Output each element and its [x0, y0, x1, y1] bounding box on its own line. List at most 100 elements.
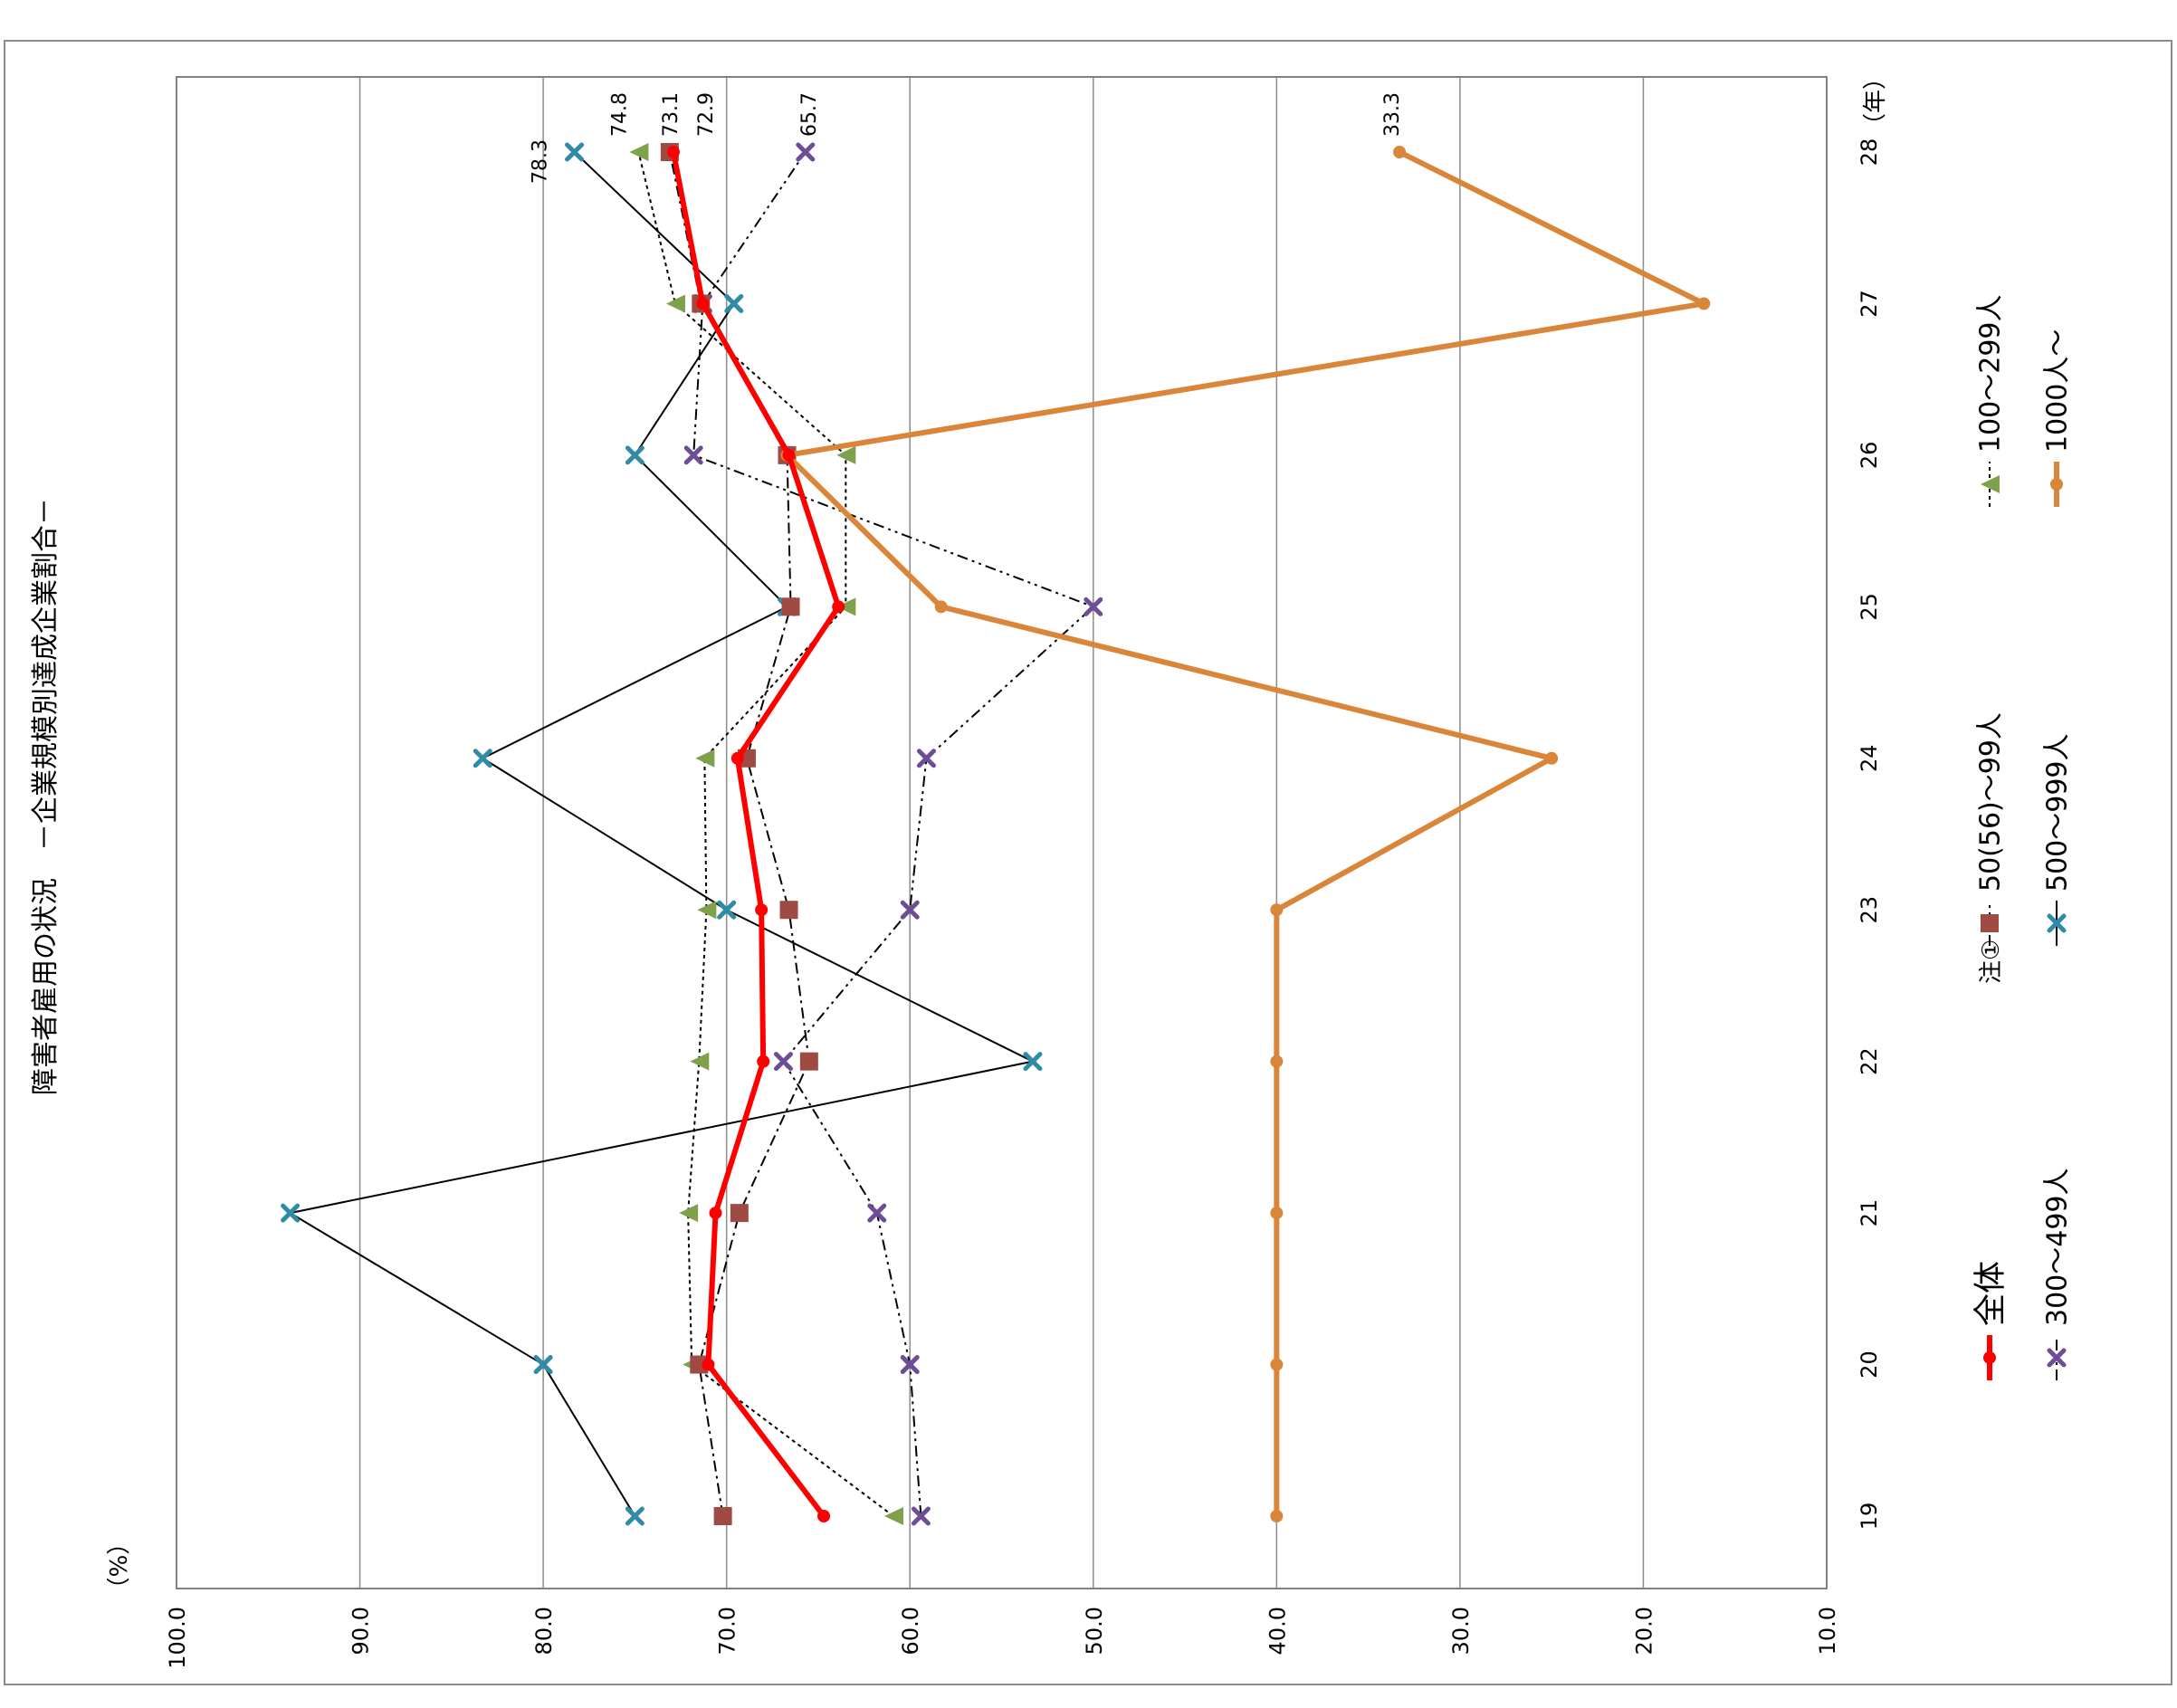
- data-point: [690, 1052, 710, 1071]
- data-point: [665, 294, 685, 313]
- data-point: [883, 1507, 903, 1525]
- legend-label: 300～499人: [2042, 1168, 2074, 1326]
- x-axis-unit: （年）: [1862, 66, 1889, 137]
- y-axis-unit: （%）: [106, 1531, 133, 1601]
- y-tick-label: 60.0: [898, 1607, 923, 1655]
- data-point: [724, 293, 744, 313]
- data-label: 78.3: [530, 139, 552, 184]
- y-tick-label: 30.0: [1448, 1607, 1474, 1655]
- x-tick-label: 21: [1857, 1199, 1882, 1227]
- data-point: [832, 600, 845, 614]
- y-tick-label: 50.0: [1082, 1607, 1107, 1655]
- legend-label: 全体: [1972, 1261, 2010, 1326]
- legend-item: 注① 50(56)～99人: [1975, 712, 2007, 984]
- chart-frame: [4, 40, 2172, 1685]
- series-layer: [281, 142, 1711, 1526]
- data-label: 33.3: [1381, 92, 1404, 137]
- legend-label: 500～999人: [2042, 733, 2074, 892]
- data-point: [836, 445, 856, 464]
- data-point: [1545, 751, 1559, 765]
- data-point: [679, 1204, 699, 1223]
- legend-label: 1000人～: [2042, 329, 2074, 453]
- x-tick-label: 27: [1857, 290, 1882, 318]
- data-point: [1270, 903, 1284, 917]
- legend-item: 300～499人: [2042, 1168, 2074, 1380]
- data-point: [1697, 297, 1711, 310]
- legend-marker: [1981, 475, 2000, 493]
- data-point: [1393, 146, 1407, 158]
- x-tick-label: 20: [1857, 1350, 1882, 1379]
- y-tick-label: 90.0: [349, 1607, 374, 1655]
- x-tick-label: 19: [1857, 1503, 1882, 1531]
- data-point: [757, 1054, 770, 1068]
- series-line: [289, 151, 1034, 1517]
- x-tick-label: 25: [1857, 593, 1882, 621]
- series-1: [666, 146, 845, 1522]
- data-label: 73.1: [660, 92, 683, 137]
- data-point: [690, 1355, 709, 1374]
- data-point: [696, 297, 710, 310]
- text-layer: 障害者雇用の状況 －企業規模別達成企業割合－ （%） （年） 100.0 90.0…: [30, 66, 1889, 1669]
- data-point: [281, 1203, 301, 1223]
- data-point: [779, 901, 798, 920]
- data-point: [533, 1355, 553, 1375]
- legend-label: 50(56)～99人: [1975, 712, 2007, 892]
- data-point: [702, 1358, 715, 1371]
- legend-marker: [2047, 913, 2067, 933]
- y-tick-label: 20.0: [1631, 1607, 1657, 1655]
- data-point: [1270, 1054, 1284, 1068]
- data-point: [473, 749, 492, 768]
- series-5: [281, 142, 1043, 1526]
- data-point: [916, 749, 936, 768]
- y-tick-label: 70.0: [715, 1607, 740, 1655]
- data-point: [867, 1203, 887, 1223]
- x-tick-label: 22: [1857, 1047, 1882, 1075]
- data-point: [565, 142, 585, 162]
- legend-marker: [2050, 478, 2063, 491]
- data-point: [817, 1510, 831, 1522]
- data-point: [782, 448, 796, 462]
- legend-marker: [2047, 1348, 2067, 1368]
- legend-item: 100～299人: [1975, 294, 2007, 507]
- y-tick-label: 100.0: [165, 1607, 190, 1669]
- series-3: [629, 143, 903, 1525]
- data-point: [799, 1052, 818, 1071]
- legend: 全体 注① 50(56)～99人 100～299人 300～499人 500～999人 10…: [1972, 294, 2074, 1380]
- data-point: [900, 900, 920, 920]
- data-point: [625, 445, 645, 465]
- data-label: 74.8: [608, 92, 631, 137]
- data-point: [629, 143, 649, 161]
- legend-note: 注①: [1978, 940, 2005, 984]
- x-tick-label: 26: [1857, 442, 1882, 470]
- y-tick-label: 80.0: [531, 1607, 557, 1655]
- series-line: [692, 151, 1094, 1517]
- legend-marker: [1983, 1351, 1996, 1364]
- series-2: [660, 143, 818, 1525]
- data-point: [796, 142, 816, 162]
- data-point: [773, 1052, 793, 1072]
- data-point: [717, 900, 737, 920]
- series-6: [780, 146, 1711, 1522]
- x-tick-label: 24: [1857, 745, 1882, 773]
- data-point: [709, 1207, 722, 1220]
- plot-area: [176, 76, 1828, 1589]
- x-tick-label: 28: [1857, 138, 1882, 167]
- gridlines: [358, 77, 1645, 1589]
- data-label: 65.7: [798, 92, 821, 137]
- data-point: [1270, 1510, 1284, 1522]
- chart-title: 障害者雇用の状況 －企業規模別達成企業割合－: [30, 498, 62, 1095]
- legend-item: 500～999人: [2042, 733, 2074, 946]
- data-point: [713, 1507, 732, 1525]
- data-point: [1084, 596, 1103, 616]
- legend-marker: [1981, 914, 1999, 932]
- data-point: [934, 600, 948, 614]
- data-point: [1270, 1207, 1284, 1220]
- series-line: [670, 151, 842, 1518]
- series-4: [683, 142, 1103, 1526]
- data-point: [755, 903, 769, 917]
- data-point: [911, 1506, 931, 1526]
- data-point: [666, 146, 680, 158]
- data-point: [625, 1506, 645, 1526]
- series-line: [637, 151, 894, 1517]
